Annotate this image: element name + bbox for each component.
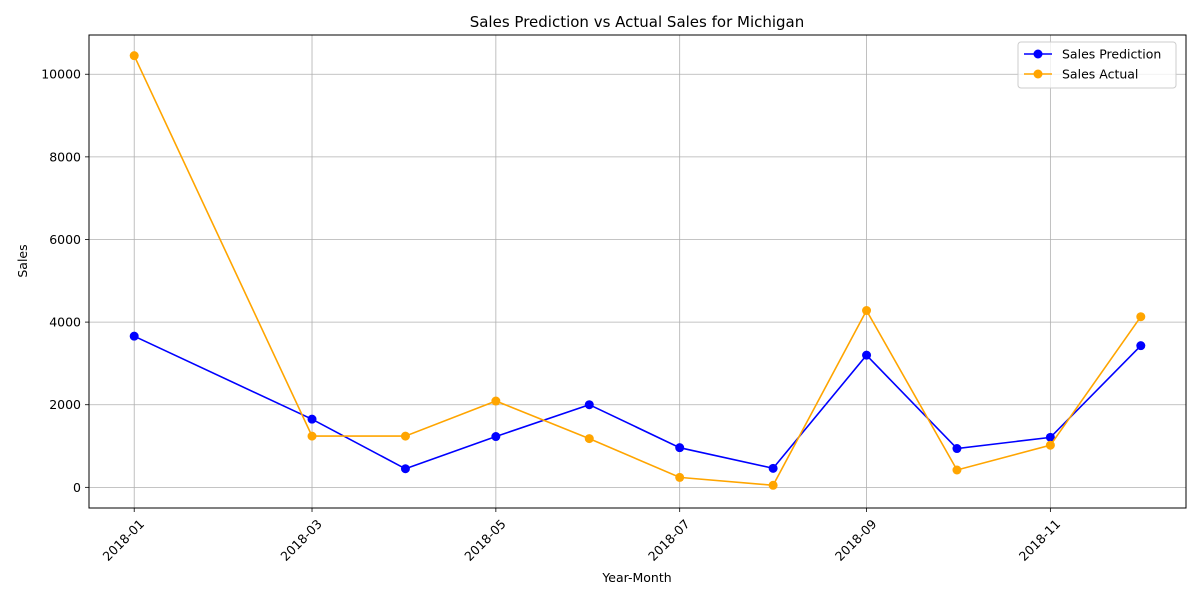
- x-tick-label: 2018-11: [1016, 516, 1064, 564]
- data-point: [1045, 432, 1055, 442]
- data-point: [862, 350, 872, 360]
- series-line: [133, 335, 1142, 470]
- data-point: [768, 463, 778, 473]
- series-layer: [129, 51, 1146, 490]
- data-point: [952, 444, 962, 454]
- data-point: [862, 306, 872, 316]
- y-tick-label: 6000: [49, 232, 81, 247]
- plot-frame: [88, 34, 1187, 509]
- data-point: [491, 432, 501, 442]
- series-1: [129, 331, 1146, 474]
- x-axis-label: Year-Month: [601, 570, 671, 585]
- data-point: [675, 443, 685, 453]
- y-tick-label: 2000: [49, 397, 81, 412]
- data-point: [400, 431, 410, 441]
- data-point: [768, 480, 778, 490]
- y-tick-label: 10000: [41, 67, 81, 82]
- chart-title: Sales Prediction vs Actual Sales for Mic…: [470, 13, 805, 31]
- series-2: [129, 51, 1146, 490]
- data-point: [1045, 440, 1055, 450]
- data-point: [584, 434, 594, 444]
- legend-marker: [1033, 49, 1043, 59]
- y-axis-label: Sales: [15, 244, 30, 277]
- legend-marker: [1033, 69, 1043, 79]
- data-point: [129, 331, 139, 341]
- data-point: [491, 396, 501, 406]
- y-axis-ticks: 0 2000 4000 6000 8000 10000: [41, 67, 89, 495]
- x-tick-label: 2018-01: [100, 516, 148, 564]
- data-point: [129, 51, 139, 61]
- data-point: [952, 465, 962, 475]
- x-tick-label: 2018-07: [645, 516, 693, 564]
- data-point: [584, 400, 594, 410]
- x-tick-label: 2018-09: [832, 516, 880, 564]
- data-point: [1136, 341, 1146, 351]
- data-point: [675, 472, 685, 482]
- legend: Sales Prediction Sales Actual: [1017, 41, 1177, 89]
- data-point: [1136, 312, 1146, 322]
- y-tick-label: 0: [73, 480, 81, 495]
- x-tick-label: 2018-05: [461, 516, 509, 564]
- x-tick-label: 2018-03: [277, 516, 325, 564]
- series-line: [133, 55, 1142, 487]
- legend-box: [1017, 41, 1177, 89]
- data-point: [400, 464, 410, 474]
- data-point: [307, 431, 317, 441]
- grid: [89, 35, 1186, 508]
- data-point: [307, 414, 317, 424]
- y-tick-label: 8000: [49, 149, 81, 164]
- x-axis-ticks: 2018-01 2018-03 2018-05 2018-07 2018-09 2018-…: [100, 508, 1064, 564]
- legend-label: Sales Actual: [1062, 67, 1138, 82]
- legend-label: Sales Prediction: [1062, 47, 1161, 62]
- y-tick-label: 4000: [49, 315, 81, 330]
